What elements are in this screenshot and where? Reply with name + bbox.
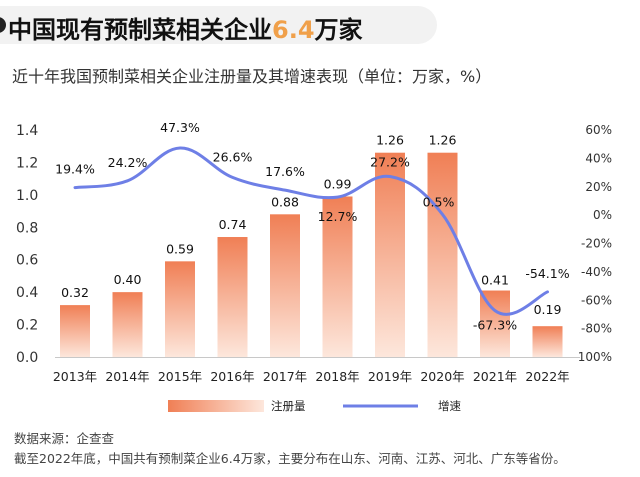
title-suffix: 万家 [314,16,363,44]
bar [375,152,405,357]
x-tick-label: 2013年 [53,369,97,384]
growth-value-label: 12.7% [318,209,358,224]
bar [60,305,90,357]
data-source: 数据来源：企查查 [14,431,115,446]
right-axis-tick: 60% [585,123,612,137]
left-axis-tick: 0.6 [16,253,38,269]
left-axis-tick: 0.8 [16,220,38,236]
right-axis-tick: -100% [573,350,612,364]
footnote: 截至2022年底，中国共有预制菜企业6.4万家，主要分布在山东、河南、江苏、河北… [14,451,566,466]
bar-value-label: 0.32 [61,285,89,300]
x-tick-label: 2018年 [315,369,359,384]
bar-value-label: 0.59 [166,241,194,256]
growth-value-label: -54.1% [525,266,569,281]
growth-value-label: -67.3% [473,318,517,333]
right-axis-tick: -40% [581,265,612,279]
growth-line [73,146,549,316]
right-axis-tick: 40% [585,151,612,165]
right-axis-tick: 0% [593,208,612,222]
bar-value-label: 1.26 [376,133,404,148]
growth-value-label: 47.3% [160,120,200,135]
bar [112,292,143,357]
page-title: 中国现有预制菜相关企业6.4万家 [8,10,363,45]
left-axis-tick: 0.2 [16,318,38,334]
x-tick-label: 2017年 [263,369,307,384]
bar-value-label: 0.40 [114,272,142,287]
bar [532,326,563,357]
growth-value-label: 27.2% [370,155,410,170]
bar [165,261,195,357]
legend-bar-swatch [168,400,264,412]
title-prefix: 中国现有预制菜相关企业 [8,16,272,44]
left-axis-tick: 1.2 [16,155,38,171]
bar [427,152,458,357]
x-tick-label: 2015年 [158,369,202,384]
growth-value-label: 26.6% [213,149,253,164]
right-axis-tick: 20% [585,180,612,194]
bar [270,214,300,357]
growth-value-label: 24.2% [108,155,148,170]
bar [322,196,353,357]
right-axis-tick: -20% [581,237,612,251]
legend-line-label: 增速 [438,399,461,413]
bar-value-label: 0.88 [271,194,299,209]
right-axis-tick: -80% [581,322,612,336]
left-axis-tick: 1.0 [16,188,38,204]
growth-value-label: 0.5% [423,194,455,209]
bar-value-label: 0.41 [481,273,509,288]
x-tick-label: 2016年 [210,369,254,384]
chart: 0.0 0.2 0.4 0.6 0.8 1.0 1.2 1.4 -100% -80% -60% -40… [16,120,612,413]
bar-value-label: 0.99 [324,176,352,191]
x-tick-label: 2020年 [420,369,464,384]
x-tick-label: 2022年 [525,369,569,384]
left-axis-tick: 1.4 [16,123,38,139]
banner-dot [0,17,6,33]
left-axis-tick: 0.0 [16,350,38,366]
growth-value-label: 17.6% [265,164,305,179]
bar-value-label: 1.26 [429,133,457,148]
x-tick-label: 2019年 [368,369,412,384]
bar [217,237,248,357]
legend-bar-label: 注册量 [271,399,306,413]
title-highlight: 6.4 [272,16,315,44]
bar-value-label: 0.19 [534,302,562,317]
right-axis-tick: -60% [581,293,612,307]
x-tick-label: 2021年 [473,369,517,384]
growth-value-label: 19.4% [55,162,95,177]
title-banner: 中国现有预制菜相关企业6.4万家 [0,6,437,44]
bar-value-label: 0.74 [219,217,247,232]
chart-subtitle: 近十年我国预制菜相关企业注册量及其增速表现（单位：万家，%） [12,67,492,86]
x-tick-label: 2014年 [105,369,149,384]
left-axis-tick: 0.4 [16,285,38,301]
